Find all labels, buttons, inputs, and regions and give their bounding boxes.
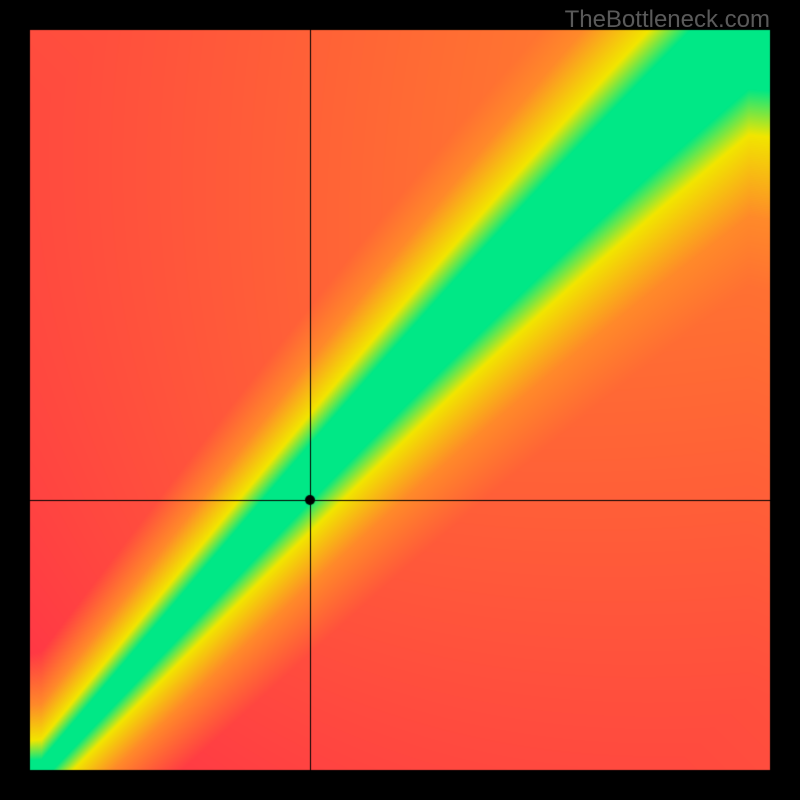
watermark-text: TheBottleneck.com [565, 6, 770, 34]
chart-container: TheBottleneck.com [0, 0, 800, 800]
heatmap-canvas [0, 0, 800, 800]
